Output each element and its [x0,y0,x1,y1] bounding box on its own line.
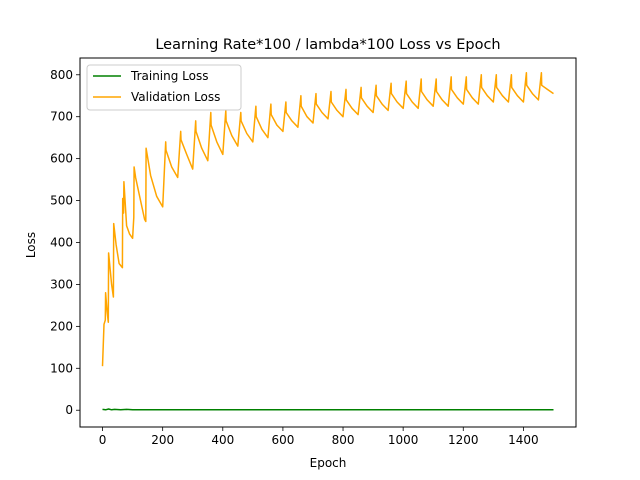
legend-label-training-loss: Training Loss [130,69,208,83]
y-tick-label: 600 [50,152,73,166]
y-tick-label: 400 [50,236,73,250]
y-tick-label: 500 [50,194,73,208]
training-loss-line [102,408,554,411]
y-tick-label: 300 [50,277,73,291]
y-tick-label: 200 [50,319,73,333]
plot-area [101,71,554,411]
legend-label-validation-loss: Validation Loss [131,90,220,104]
x-tick-label: 1200 [448,433,479,447]
legend-box [86,64,242,111]
axes: 0 200 400 600 800 1000 1200 1400 0 100 200 300 400 50… [50,57,577,447]
y-tick-label: 700 [50,110,73,124]
y-tick-label: 800 [50,68,73,82]
x-axis-label: Epoch [310,456,347,470]
x-tick-label: 200 [151,433,174,447]
y-axis-label: Loss [24,232,38,258]
chart-title: Learning Rate*100 / lambda*100 Loss vs E… [155,37,500,53]
x-tick-label: 0 [99,433,107,447]
y-tick-label: 100 [50,361,73,375]
x-tick-label: 400 [211,433,234,447]
validation-loss-line [101,71,554,367]
x-tick-label: 600 [271,433,294,447]
x-tick-label: 800 [332,433,355,447]
y-tick-label: 0 [65,403,73,417]
x-tick-label: 1000 [388,433,419,447]
x-tick-label: 1400 [508,433,539,447]
legend: Training Loss Validation Loss [86,64,242,111]
